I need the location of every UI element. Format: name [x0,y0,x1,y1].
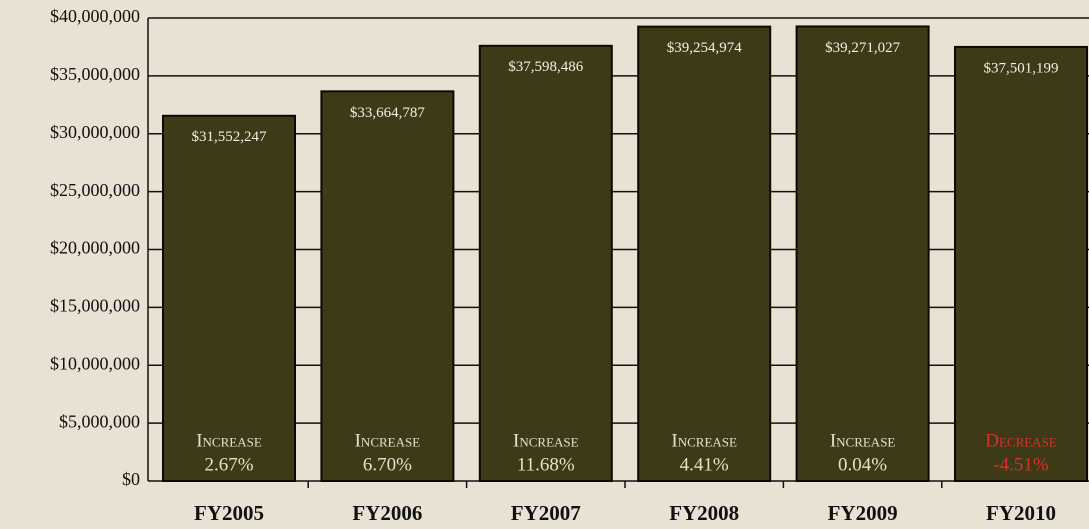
y-tick-label: $5,000,000 [59,411,140,431]
change-label: Decrease [985,430,1057,451]
bar [637,25,772,482]
value-label: $37,598,486 [508,59,584,75]
value-label: $31,552,247 [192,129,268,145]
change-value: 2.67% [204,454,253,475]
value-label: $39,254,974 [667,40,743,56]
change-label: Increase [355,430,421,451]
bar [320,90,455,483]
x-tick-label: FY2005 [194,501,264,525]
value-label: $37,501,199 [984,60,1059,76]
change-label: Increase [196,430,262,451]
bar [954,45,1088,483]
bar [478,44,613,483]
y-tick-label: $35,000,000 [50,64,140,84]
change-value: 11.68% [517,454,575,475]
bar [162,114,296,482]
x-tick-label: FY2006 [352,501,422,525]
bar [795,25,930,482]
x-tick-label: FY2009 [828,501,898,525]
change-value: 0.04% [838,454,887,475]
y-tick-label: $10,000,000 [50,353,140,373]
y-tick-label: $15,000,000 [50,296,140,316]
change-value: 6.70% [363,454,412,475]
change-label: Increase [830,430,896,451]
change-value: -4.51% [993,454,1049,475]
change-label: Increase [513,430,579,451]
x-tick-label: FY2010 [986,501,1056,525]
y-tick-label: $20,000,000 [50,238,140,258]
x-tick-label: FY2008 [669,501,739,525]
y-tick-label: $25,000,000 [50,180,140,200]
value-label: $39,271,027 [825,40,901,56]
y-tick-label: $30,000,000 [50,122,140,142]
y-tick-label: $40,000,000 [50,6,140,26]
x-tick-label: FY2007 [511,501,581,525]
change-value: 4.41% [680,454,729,475]
y-tick-label: $0 [122,469,140,489]
value-label: $33,664,787 [350,105,426,121]
change-label: Increase [671,430,737,451]
